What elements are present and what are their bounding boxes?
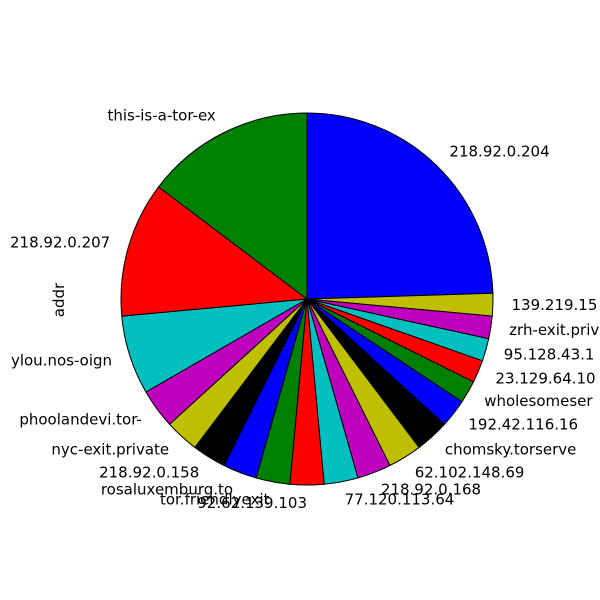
slice-label: 77.120.113.64 bbox=[345, 491, 455, 509]
slice-label: nyc-exit.private bbox=[51, 441, 169, 459]
slice-label: 62.102.148.69 bbox=[415, 463, 525, 481]
slice-label: ylou.nos-oign bbox=[11, 352, 112, 370]
slice-label: 218.92.0.204 bbox=[449, 143, 549, 161]
pie-slice bbox=[120, 186, 308, 317]
pie-slices bbox=[120, 112, 494, 486]
slice-label: 192.42.116.16 bbox=[468, 415, 578, 433]
pie-slice bbox=[158, 112, 308, 300]
slice-label: 95.128.43.1 bbox=[504, 345, 595, 363]
pie-slice bbox=[306, 112, 494, 300]
slice-label: 218.92.0.158 bbox=[99, 463, 199, 481]
slice-label: 218.92.0.168 bbox=[381, 480, 481, 498]
slice-label: 218.92.0.207 bbox=[10, 234, 110, 252]
slice-label: this-is-a-tor-ex bbox=[107, 106, 215, 124]
slice-label: phoolandevi.tor- bbox=[19, 410, 142, 428]
slice-label: 139.219.15 bbox=[512, 296, 598, 314]
slice-label: rosaluxemburg.to bbox=[101, 480, 233, 498]
slice-label: tor.friendlyexit bbox=[160, 491, 270, 509]
slice-label: wholesomeser bbox=[484, 392, 593, 410]
slice-label: 23.129.64.10 bbox=[495, 369, 595, 387]
slice-labels: 218.92.0.204 139.219.15 zrh-exit.priv 95.12… bbox=[10, 106, 599, 512]
slice-label: 92.62.139.103 bbox=[197, 494, 307, 512]
slice-label: zrh-exit.priv bbox=[509, 321, 599, 339]
y-axis-label: addr bbox=[50, 282, 68, 317]
slice-label: chomsky.torserve bbox=[445, 441, 577, 459]
